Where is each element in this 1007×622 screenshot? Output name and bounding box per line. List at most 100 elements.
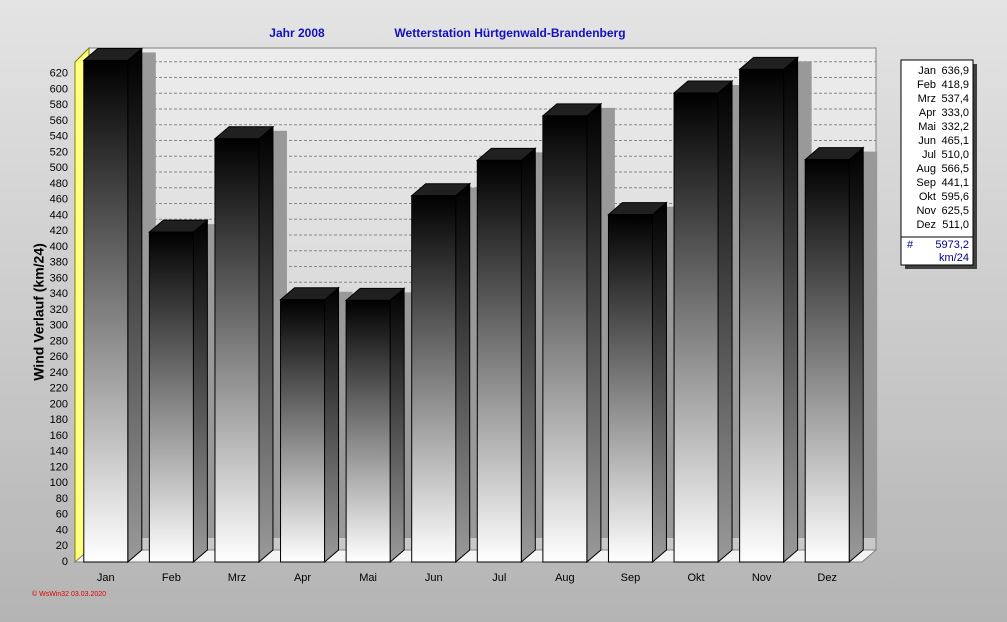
bar	[542, 115, 588, 563]
bar-side	[783, 56, 799, 564]
bar-side	[455, 182, 471, 564]
x-tick-label: Mai	[359, 572, 377, 584]
y-tick-label: 340	[50, 288, 68, 300]
legend-value: 566,5	[941, 163, 969, 175]
legend-category: Apr	[919, 107, 936, 119]
x-tick-label: Dez	[817, 572, 837, 584]
footer: © WsWin32 03.03.2020	[32, 590, 106, 598]
legend-value: 333,0	[941, 107, 969, 119]
x-tick-label: Apr	[294, 572, 311, 584]
y-tick-label: 160	[50, 430, 68, 442]
legend-category: Mai	[918, 121, 936, 133]
y-tick-label: 540	[50, 131, 68, 143]
bar-side	[848, 146, 864, 564]
y-tick-label: 220	[50, 383, 68, 395]
y-tick-label: 20	[56, 540, 68, 552]
legend-category: Nov	[916, 205, 936, 217]
y-tick-label: 600	[50, 83, 68, 95]
y-tick-label: 80	[56, 493, 68, 505]
legend-value: 465,1	[941, 135, 969, 147]
bar	[673, 92, 719, 563]
y-tick-label: 180	[50, 414, 68, 426]
legend-category: Jun	[918, 135, 936, 147]
x-tick-label: Nov	[752, 572, 772, 584]
bar-side	[324, 286, 340, 564]
y-tick-label: 420	[50, 225, 68, 237]
bar-side	[520, 147, 536, 564]
y-tick-label: 520	[50, 146, 68, 158]
legend-value: 636,9	[941, 65, 969, 77]
y-tick-label: 60	[56, 509, 68, 521]
y-tick-label: 560	[50, 115, 68, 127]
y-tick-label: 320	[50, 304, 68, 316]
y-tick-label: 120	[50, 461, 68, 473]
y-tick-label: 460	[50, 194, 68, 206]
bar	[476, 159, 522, 563]
y-tick-label: 200	[50, 398, 68, 410]
y-tick-label: 500	[50, 162, 68, 174]
legend	[900, 59, 974, 266]
y-tick-label: 360	[50, 272, 68, 284]
y-tick-label: 240	[50, 367, 68, 379]
bar-side	[651, 201, 667, 564]
legend-category: Okt	[919, 191, 936, 203]
legend-value: 510,0	[941, 149, 969, 161]
legend-value: 511,0	[942, 219, 969, 231]
x-tick-label: Aug	[555, 572, 575, 584]
y-tick-label: 140	[50, 446, 68, 458]
bar-side	[192, 219, 208, 564]
bar	[411, 195, 457, 563]
bar	[280, 299, 326, 563]
legend-category: Jan	[918, 65, 936, 77]
y-tick-label: 0	[62, 556, 68, 568]
legend-symbol: #	[907, 239, 914, 251]
bar	[804, 159, 850, 563]
legend-value: 595,6	[941, 191, 969, 203]
bar	[214, 138, 260, 563]
legend-value: 537,4	[941, 93, 969, 105]
x-tick-label: Jun	[425, 572, 443, 584]
bar	[345, 299, 391, 563]
legend-category: Aug	[916, 163, 936, 175]
x-tick-label: Feb	[162, 572, 181, 584]
y-tick-label: 580	[50, 99, 68, 111]
legend-value: 625,5	[941, 205, 969, 217]
x-tick-label: Jan	[97, 572, 115, 584]
y-axis-label: Wind Verlauf (km/24)	[31, 243, 47, 381]
y-tick-label: 260	[50, 351, 68, 363]
legend-category: Dez	[916, 219, 936, 231]
legend-value: 441,1	[941, 177, 969, 189]
bar	[83, 59, 129, 563]
bar-shadow	[863, 151, 878, 538]
legend-category: Jul	[922, 149, 936, 161]
y-tick-label: 280	[50, 335, 68, 347]
bar-side	[389, 287, 405, 564]
y-tick-label: 100	[50, 477, 68, 489]
y-tick-label: 480	[50, 178, 68, 190]
legend-category: Sep	[916, 177, 936, 189]
y-tick-label: 620	[50, 68, 68, 80]
bar-side	[717, 79, 733, 564]
y-tick-label: 300	[50, 320, 68, 332]
y-tick-label: 40	[56, 524, 68, 536]
y-tick-label: 440	[50, 209, 68, 221]
y-tick-label: 380	[50, 257, 68, 269]
x-tick-label: Jul	[492, 572, 506, 584]
x-tick-label: Okt	[687, 572, 704, 584]
bar	[739, 68, 785, 563]
bar	[148, 231, 194, 563]
bars	[82, 47, 878, 564]
legend-value: 332,2	[941, 121, 969, 133]
bar-side	[258, 125, 274, 564]
chart-title: Jahr 2008	[269, 26, 325, 40]
legend-total: 5973,2	[935, 239, 969, 251]
legend-category: Mrz	[918, 93, 936, 105]
bar	[607, 214, 653, 563]
bar-side	[127, 47, 143, 564]
bar-side	[586, 102, 602, 564]
x-tick-label: Mrz	[228, 572, 246, 584]
legend-unit: km/24	[939, 252, 969, 264]
legend-value: 418,9	[941, 79, 969, 91]
chart-subtitle: Wetterstation Hürtgenwald-Brandenberg	[394, 26, 625, 40]
